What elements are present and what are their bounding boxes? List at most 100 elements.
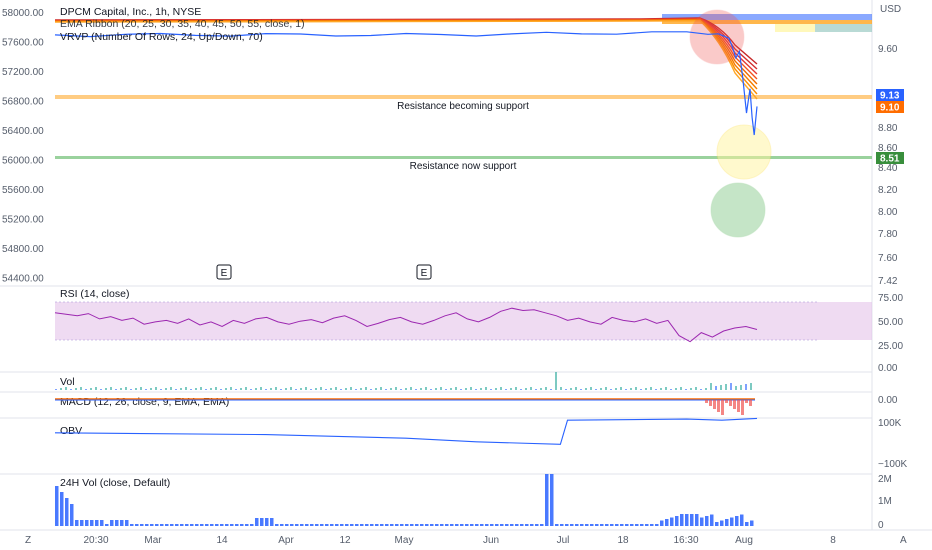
vol-bar — [285, 388, 287, 390]
vol-bar — [480, 388, 482, 390]
rsi-tick: 25.00 — [878, 341, 903, 352]
resistance-line[interactable] — [55, 95, 872, 99]
zoom-corner-button[interactable]: Z — [25, 535, 31, 546]
vol24-bar — [730, 517, 734, 526]
vol-bar — [570, 388, 572, 390]
vol24-bar — [695, 514, 699, 526]
vol24-bar — [240, 524, 244, 526]
vol-bar — [115, 389, 117, 390]
vol-bar — [535, 389, 537, 390]
vol24-bar — [740, 514, 744, 526]
time-axis[interactable]: 20:30 Mar 14 Apr 12 May Jun Jul 18 16:30 Aug 8 — [83, 535, 836, 546]
vol-bar — [490, 389, 492, 390]
vol-bar — [60, 388, 62, 390]
price-line[interactable] — [54, 31, 758, 136]
vol-bar — [210, 388, 212, 390]
vol24-bars — [55, 474, 754, 526]
vol-bar — [355, 389, 357, 390]
vol-bar — [225, 388, 227, 390]
support-line[interactable] — [55, 156, 872, 159]
vol-bar — [250, 389, 252, 390]
svg-text:9.13: 9.13 — [880, 91, 900, 102]
vol24-bar — [465, 524, 469, 526]
vol24-bar — [120, 520, 124, 526]
vol24-bar — [750, 520, 754, 526]
vol24-bar — [215, 524, 219, 526]
rsi-line[interactable] — [54, 307, 758, 343]
vol-bar — [170, 387, 172, 390]
vol-legend[interactable]: Vol — [60, 376, 75, 388]
time-axis-label: Mar — [144, 535, 162, 546]
vol-bar — [390, 388, 392, 390]
vol24-tick: 1M — [878, 496, 892, 507]
vol24-bar — [435, 524, 439, 526]
obv-legend[interactable]: OBV — [60, 425, 82, 437]
vol-bar — [575, 387, 577, 390]
vol24-bar — [680, 514, 684, 526]
highlight-circle-red[interactable] — [689, 9, 745, 65]
left-axis-tick: 54800.00 — [2, 244, 44, 255]
svg-text:8.51: 8.51 — [880, 154, 900, 165]
vol-bar — [150, 388, 152, 390]
vol24-bar — [345, 524, 349, 526]
vol-bar — [430, 389, 432, 390]
vol24-bar — [355, 524, 359, 526]
vol-bar — [550, 389, 552, 390]
vol24-bar — [545, 474, 549, 526]
vol24-bar — [265, 518, 269, 526]
vol24-bar — [375, 524, 379, 526]
highlight-circle-yellow[interactable] — [716, 124, 772, 180]
vol24-bar — [115, 520, 119, 526]
symbol-title[interactable]: DPCM Capital, Inc., 1h, NYSE — [60, 6, 201, 18]
left-price-axis: 58000.00 57600.00 57200.00 56800.00 56400.00… — [2, 8, 44, 285]
vol24-bar — [70, 504, 74, 526]
vol-bar — [305, 387, 307, 390]
vol24-bar — [665, 519, 669, 526]
earnings-marker[interactable]: E — [216, 264, 232, 280]
vol24-bar — [470, 524, 474, 526]
vol-bar — [135, 388, 137, 390]
vol-bar — [715, 386, 717, 390]
vol24-bar — [650, 524, 654, 526]
auto-scale-button[interactable]: A — [900, 535, 907, 546]
vol24-bar — [230, 524, 234, 526]
vol24-bar — [735, 516, 739, 526]
vol24-bar — [505, 524, 509, 526]
vol-bar — [345, 388, 347, 390]
vol-bar — [515, 387, 517, 390]
vol-bar — [280, 389, 282, 390]
time-axis-label: May — [395, 535, 414, 546]
vol-bar — [195, 388, 197, 390]
vol-bar — [255, 388, 257, 390]
vrvp-legend[interactable]: VRVP (Number Of Rows, 24, Up/Down, 70) — [60, 31, 263, 43]
vol24-bar — [330, 524, 334, 526]
highlight-circle-green[interactable] — [710, 182, 766, 238]
macd-legend[interactable]: MACD (12, 26, close, 9, EMA, EMA) — [60, 396, 229, 408]
vol24-bar — [550, 474, 554, 526]
vol-bar — [735, 386, 737, 390]
vol-bar — [215, 387, 217, 390]
support-annotation: Resistance now support — [410, 161, 517, 172]
vol-bar — [230, 387, 232, 390]
right-axis-tick: 7.42 — [878, 276, 898, 287]
vol-bar — [610, 389, 612, 390]
obv-tick: 100K — [878, 418, 902, 429]
ema-ribbon-legend[interactable]: EMA Ribbon (20, 25, 30, 35, 40, 45, 50, … — [60, 18, 305, 30]
rsi-legend[interactable]: RSI (14, close) — [60, 288, 129, 300]
vol24-bar — [175, 524, 179, 526]
vol-bar — [300, 388, 302, 390]
vol24-bar — [645, 524, 649, 526]
vol24-bar — [210, 524, 214, 526]
left-axis-tick: 57200.00 — [2, 67, 44, 78]
vol24-bar — [715, 522, 719, 526]
vol-bar — [410, 387, 412, 390]
vol24-legend[interactable]: 24H Vol (close, Default) — [60, 477, 170, 489]
vol-bar — [245, 387, 247, 390]
earnings-marker[interactable]: E — [416, 264, 432, 280]
right-axis-tick: 7.60 — [878, 253, 898, 264]
vol24-bar — [745, 522, 749, 526]
vol-bar — [295, 389, 297, 390]
obv-line[interactable] — [54, 417, 758, 445]
vrvp-profile — [662, 14, 872, 32]
